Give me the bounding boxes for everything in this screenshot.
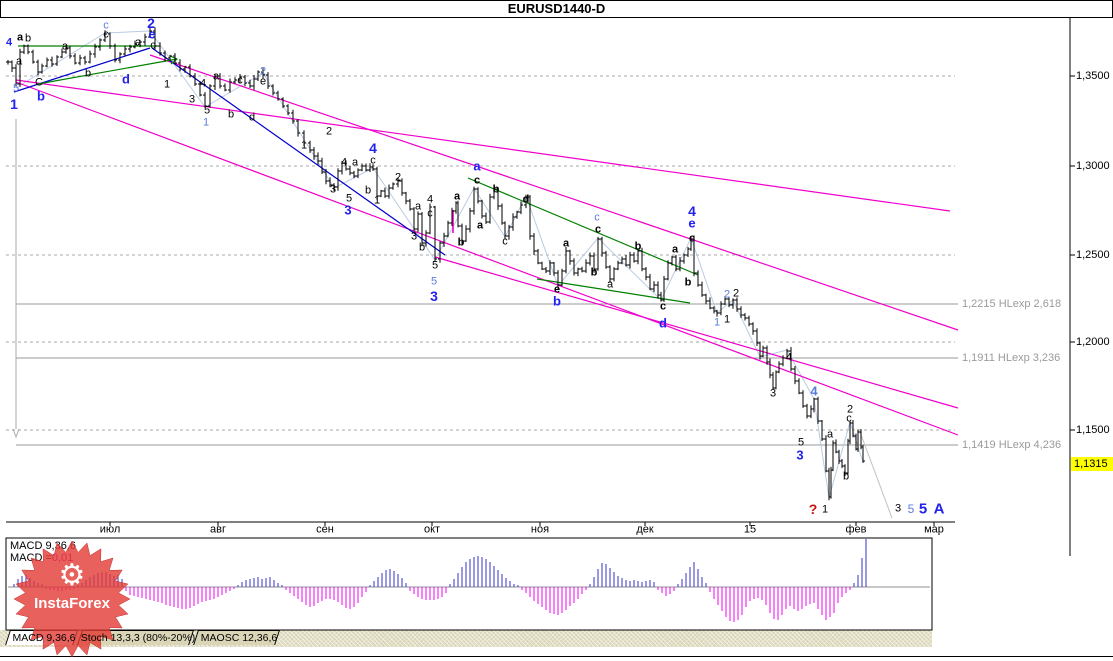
zigzag-line: [15, 30, 864, 499]
bottom-separator: [0, 656, 1113, 657]
trend-line-green: [536, 278, 691, 304]
trend-line-green: [467, 177, 699, 276]
down-arrow-icon: [12, 428, 20, 439]
gear-icon: ⚙: [59, 558, 86, 593]
macd-panel-frame: [5, 537, 933, 631]
chart-title: EURUSD1440-D: [0, 0, 1113, 18]
trend-line-green: [37, 58, 178, 85]
macd-histogram-negative: [45, 587, 851, 622]
instaforex-logo-star: [13, 540, 131, 658]
macd-histogram-positive: [13, 539, 867, 587]
channel-line-magenta: [15, 81, 959, 436]
trend-line-blue: [13, 47, 151, 93]
price-bars: [6, 27, 865, 501]
instaforex-logo-text: InstaForex: [34, 595, 111, 612]
green-arrow-icon: [169, 55, 179, 65]
channel-line-magenta: [15, 79, 951, 212]
channel-line-magenta: [149, 54, 959, 331]
trend-line-blue: [151, 47, 446, 256]
channel-line-magenta: [434, 256, 959, 409]
projection-line: [859, 431, 893, 519]
